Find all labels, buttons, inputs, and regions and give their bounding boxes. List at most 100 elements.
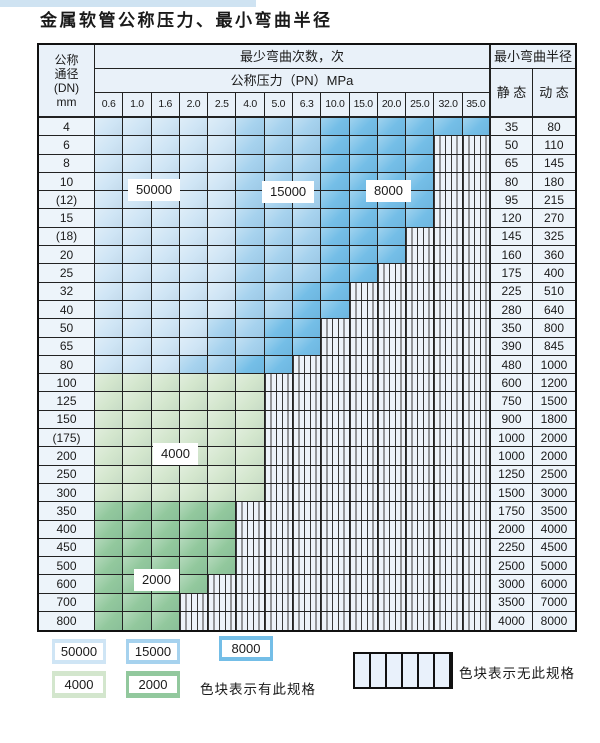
spec-cell-8000 [349,118,378,137]
no-spec-cell [264,502,293,521]
no-spec-cell [462,319,491,338]
spec-cell-50000 [123,209,152,228]
spec-cell-4000 [95,483,124,503]
spec-cell-50000 [95,154,124,173]
spec-cell-4000 [123,429,152,448]
no-spec-cell [434,557,463,576]
spec-cell-15000 [293,118,322,137]
static-radius-cell: 145 [491,227,533,247]
no-spec-cell [406,612,435,631]
spec-cell-4000 [208,465,237,484]
no-spec-cell [264,575,293,594]
spec-cell-50000 [151,118,180,137]
no-spec-cell [349,575,378,594]
spec-cell-2000 [151,502,180,521]
no-spec-cell [462,502,491,521]
spec-cell-15000 [208,337,237,356]
spec-cell-50000 [179,118,209,137]
no-spec-cell [462,246,491,265]
no-spec-cell [349,282,378,301]
no-spec-cell [321,392,350,411]
legend-swatch-50000-label: 50000 [55,643,103,660]
spec-cell-50000 [208,154,237,173]
dynamic-radius-cell: 1800 [533,410,575,430]
spec-cell-8000 [406,191,435,210]
dynamic-radius-cell: 800 [533,319,575,338]
spec-cell-2000 [208,557,237,576]
spec-cell-50000 [179,319,209,338]
no-spec-cell [321,465,350,484]
spec-cell-4000 [236,392,265,411]
spec-cell-4000 [95,447,124,466]
static-radius-cell: 1750 [491,502,533,521]
no-spec-cell [462,264,491,283]
dn-cell: 25 [39,264,95,283]
no-spec-cell [208,575,237,594]
spec-cell-15000 [264,118,293,137]
static-radius-cell: 350 [491,319,533,338]
dynamic-radius-cell: 80 [533,118,575,137]
dn-cell: 20 [39,246,95,265]
spec-cell-8000 [321,191,350,210]
spec-cell-8000 [293,300,322,320]
spec-cell-4000 [151,465,180,484]
spec-cell-4000 [236,429,265,448]
spec-cell-50000 [208,264,237,283]
no-spec-cell [321,520,350,539]
no-spec-cell [293,410,322,430]
no-spec-cell [406,355,435,375]
no-spec-cell [264,429,293,448]
spec-cell-15000 [236,191,265,210]
no-spec-cell [406,575,435,594]
no-spec-cell [293,355,322,375]
no-spec-cell [236,557,265,576]
no-spec-cell [434,191,463,210]
spec-cell-4000 [179,392,209,411]
no-spec-cell [434,300,463,320]
spec-cell-4000 [151,410,180,430]
spec-cell-15000 [208,319,237,338]
dn-column-header: 公称 通径 (DN) mm [39,45,95,118]
dn-cell: 200 [39,447,95,466]
no-spec-cell [349,410,378,430]
legend-swatch-15000-label: 15000 [129,643,177,660]
spec-cell-50000 [208,209,237,228]
spec-cell-15000 [264,264,293,283]
no-spec-cell [321,355,350,375]
dn-cell: 10 [39,172,95,192]
no-spec-cell [264,557,293,576]
spec-cell-50000 [123,300,152,320]
no-spec-cell [293,465,322,484]
no-spec-cell [377,612,407,631]
pressure-tick-32.0: 32.0 [434,93,463,118]
pressure-tick-6.3: 6.3 [293,93,322,118]
spec-cell-50000 [151,209,180,228]
spec-cell-8000 [349,154,378,173]
no-spec-cell [349,374,378,393]
no-spec-cell [406,337,435,356]
no-spec-cell [293,447,322,466]
spec-cell-50000 [179,337,209,356]
static-radius-cell: 175 [491,264,533,283]
spec-cell-50000 [179,246,209,265]
dynamic-radius-cell: 845 [533,337,575,356]
spec-cell-4000 [123,392,152,411]
legend-swatch-15000: 15000 [126,639,180,664]
spec-cell-8000 [349,209,378,228]
no-spec-cell [462,538,491,558]
no-spec-cell [321,429,350,448]
dn-cell: 300 [39,483,95,503]
dn-cell: 50 [39,319,95,338]
no-spec-cell [377,557,407,576]
dynamic-radius-cell: 640 [533,300,575,320]
no-spec-cell [377,300,407,320]
no-spec-cell [377,538,407,558]
spec-cell-4000 [208,447,237,466]
spec-cell-15000 [236,172,265,192]
dynamic-radius-cell: 1000 [533,355,575,375]
no-spec-cell [462,520,491,539]
no-spec-cell [349,502,378,521]
no-spec-cell [434,593,463,613]
no-spec-cell [349,593,378,613]
dn-cell: 4 [39,118,95,137]
